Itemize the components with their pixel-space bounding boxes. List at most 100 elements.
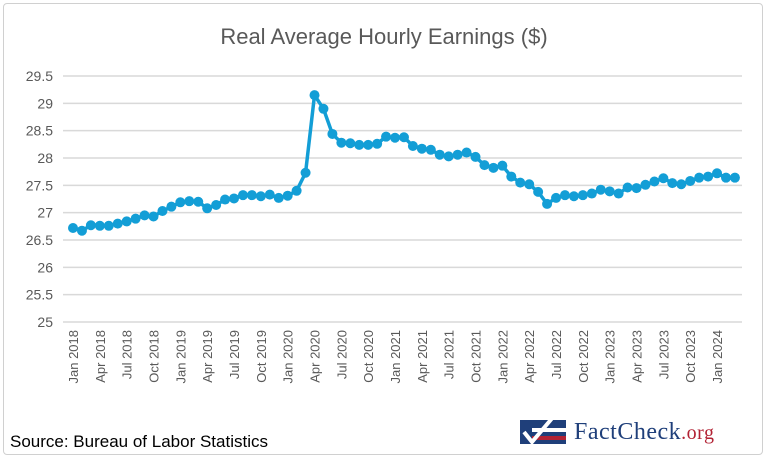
data-point [273,192,284,203]
data-point [398,132,409,143]
factcheck-logo: FactCheck.org [518,414,714,450]
data-point [434,149,445,160]
data-point [318,103,329,114]
x-tick-label: Oct 2021 [469,330,484,383]
x-tick-label: Apr 2018 [93,330,108,383]
data-point [85,220,96,231]
data-point [255,191,266,202]
x-tick-label: Apr 2019 [200,330,215,383]
x-tick-label: Jan 2022 [495,330,510,384]
data-point [121,216,132,227]
data-point [327,128,338,139]
data-point [211,200,222,211]
data-point [712,168,723,179]
data-point [68,222,78,233]
data-point [577,190,588,201]
data-point [282,190,293,201]
data-point [586,188,597,199]
data-point [729,172,740,183]
data-point [291,185,302,196]
y-tick-label: 25 [37,314,53,330]
data-point [363,139,374,150]
data-point [193,196,204,207]
data-point [479,160,490,171]
data-point [622,182,633,193]
x-tick-label: Jan 2021 [388,330,403,384]
chart-title: Real Average Hourly Earnings ($) [220,24,548,49]
data-point [309,90,320,101]
data-point [720,172,731,183]
data-point [524,179,535,190]
data-point [533,186,544,197]
x-tick-label: Apr 2020 [308,330,323,383]
data-point [220,194,231,205]
data-point [595,184,606,195]
data-point [130,213,141,224]
y-tick-label: 27.5 [26,177,53,193]
y-tick-label: 25.5 [26,287,53,303]
y-tick-label: 28.5 [26,123,53,139]
x-tick-label: Oct 2019 [254,330,269,383]
y-tick-label: 26 [37,259,53,275]
y-tick-label: 26.5 [26,232,53,248]
data-point [390,132,401,143]
y-tick-label: 29.5 [26,68,53,84]
data-point [685,175,696,186]
data-point [336,137,347,148]
data-point [184,196,195,207]
data-point [425,144,436,155]
x-tick-label: Jul 2022 [549,330,564,379]
data-point [452,149,463,160]
x-tick-label: Jan 2023 [603,330,618,384]
data-point [568,191,579,202]
data-point [604,186,615,197]
data-point [488,162,499,173]
data-point [202,203,213,214]
data-point [551,192,562,203]
x-tick-label: Jul 2019 [227,330,242,379]
data-point [372,138,383,149]
data-point [103,220,114,231]
data-point [148,211,159,222]
data-point [175,197,186,208]
data-point [676,179,687,190]
data-point [416,143,427,154]
data-point [381,131,392,142]
x-tick-label: Jan 2018 [66,330,81,384]
x-tick-label: Jul 2020 [334,330,349,379]
x-tick-label: Apr 2021 [415,330,430,383]
data-point [345,138,356,149]
x-tick-label: Oct 2020 [361,330,376,383]
data-point [246,190,257,201]
y-tick-label: 27 [37,205,53,221]
data-point [542,198,553,209]
data-point [461,147,472,158]
flag-check-icon [520,414,566,448]
data-point [470,151,481,162]
x-tick-label: Jul 2018 [120,330,135,379]
data-point [703,171,714,182]
data-point [112,218,123,229]
data-point [94,220,105,231]
data-point [658,173,669,184]
y-tick-label: 28 [37,150,53,166]
data-point [631,183,642,194]
chart-frame [3,3,763,455]
x-tick-label: Apr 2023 [630,330,645,383]
data-point [264,189,275,200]
data-point [300,167,311,178]
data-point [166,201,177,212]
data-point [649,176,660,187]
data-point [237,190,248,201]
source-note: Source: Bureau of Labor Statistics [10,432,268,451]
data-point [515,177,526,188]
x-tick-label: Oct 2023 [683,330,698,383]
data-point [157,206,168,217]
data-point [407,140,418,151]
data-point [354,139,365,150]
data-point [613,188,624,199]
x-tick-label: Jan 2024 [710,330,725,384]
data-point [76,225,87,236]
x-tick-label: Jan 2019 [173,330,188,384]
